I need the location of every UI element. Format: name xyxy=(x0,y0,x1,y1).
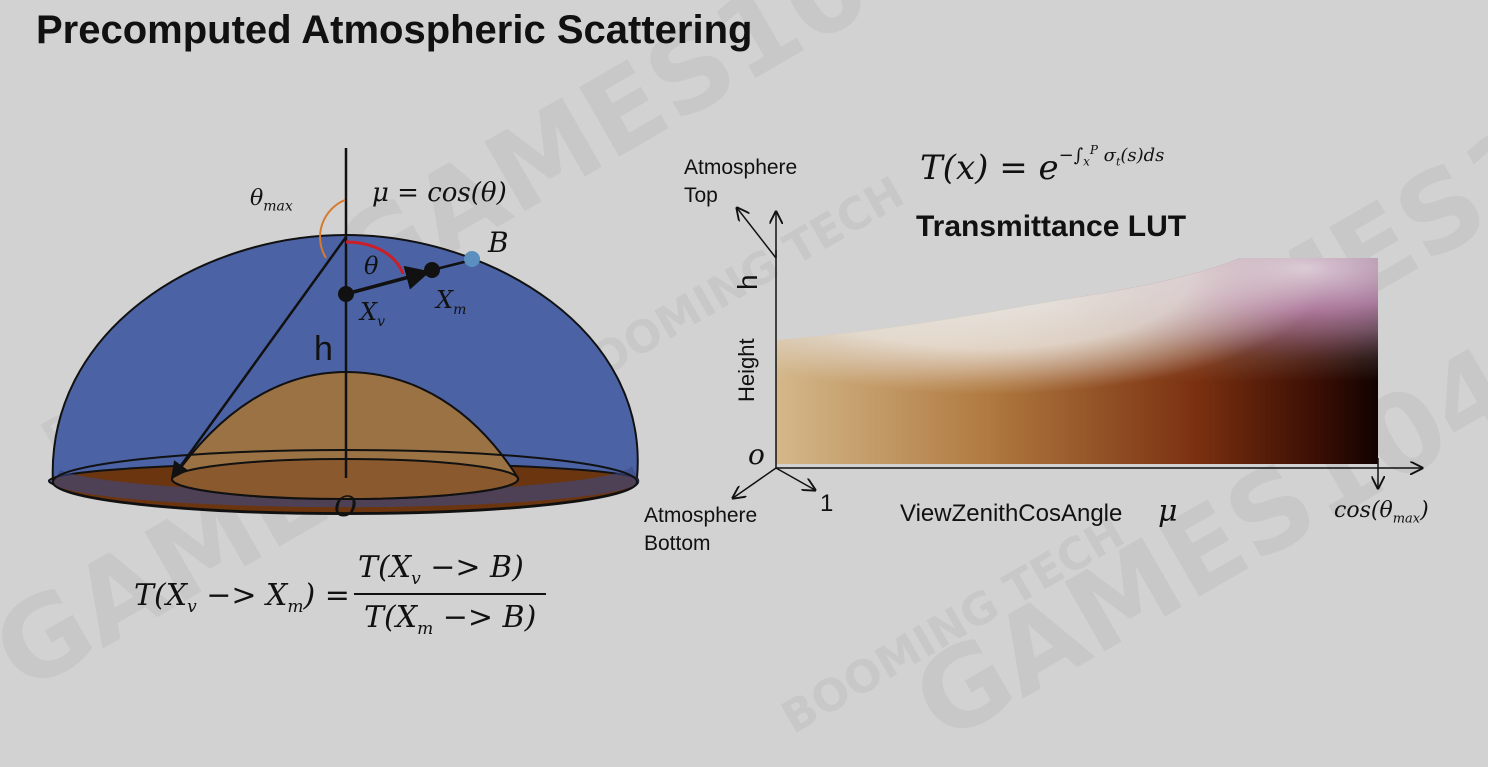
lut-title: Transmittance LUT xyxy=(916,210,1187,243)
formula-denominator: T(Xm −> B) xyxy=(364,600,537,639)
xm-point xyxy=(424,262,440,278)
mu-equation: μ = cos(θ) xyxy=(372,178,507,208)
transmittance-formula: T(x) = e−∫xP σt(s)ds xyxy=(920,142,1165,188)
lut-one-label: 1 xyxy=(820,490,834,517)
lut-height-label: Height xyxy=(734,338,759,402)
view-ray xyxy=(345,265,431,296)
atmosphere-bottom-label-1: Atmosphere xyxy=(644,504,758,527)
transmittance-lut xyxy=(733,208,1422,498)
point-b-label: B xyxy=(488,226,509,259)
slant-ray xyxy=(170,236,348,480)
theta-arc xyxy=(345,240,405,275)
slide-title: Precomputed Atmospheric Scattering xyxy=(36,8,753,52)
mu-direction-arrow xyxy=(775,467,815,490)
atmosphere-dome xyxy=(48,233,639,486)
lut-cos-theta-max: cos(θmax) xyxy=(1334,498,1429,527)
theta-label: θ xyxy=(364,252,379,280)
atmosphere-bottom-label-2: Bottom xyxy=(644,532,711,555)
lut-origin-label: o xyxy=(748,438,765,471)
formula-numerator: T(Xv −> B) xyxy=(358,550,524,589)
xv-label: Xv xyxy=(360,298,386,330)
formula-fraction-bar xyxy=(354,593,546,595)
top-direction-arrow xyxy=(737,208,777,259)
bottom-direction-arrow xyxy=(733,467,777,498)
theta-max-label: θmax xyxy=(250,186,293,215)
origin-label: O xyxy=(334,490,357,523)
atmosphere-top-label-2: Top xyxy=(684,184,718,207)
lut-fade xyxy=(776,258,1378,464)
xv-point xyxy=(338,286,354,302)
lut-mu-symbol: μ xyxy=(1158,494,1178,529)
theta-max-arc xyxy=(319,199,346,259)
lut-h-label: h xyxy=(732,274,763,290)
formula-lhs: T(Xv −> Xm) = xyxy=(134,578,350,617)
atmosphere-rim-shadow xyxy=(53,466,639,508)
h-label: h xyxy=(314,330,333,368)
xm-label: Xm xyxy=(436,286,467,318)
atmosphere-top-label-1: Atmosphere xyxy=(684,156,798,179)
lut-x-axis-label: ViewZenithCosAngle xyxy=(900,500,1123,527)
b-point xyxy=(464,251,480,267)
diagram-canvas xyxy=(48,148,1488,515)
atmosphere-diagram xyxy=(48,148,640,515)
